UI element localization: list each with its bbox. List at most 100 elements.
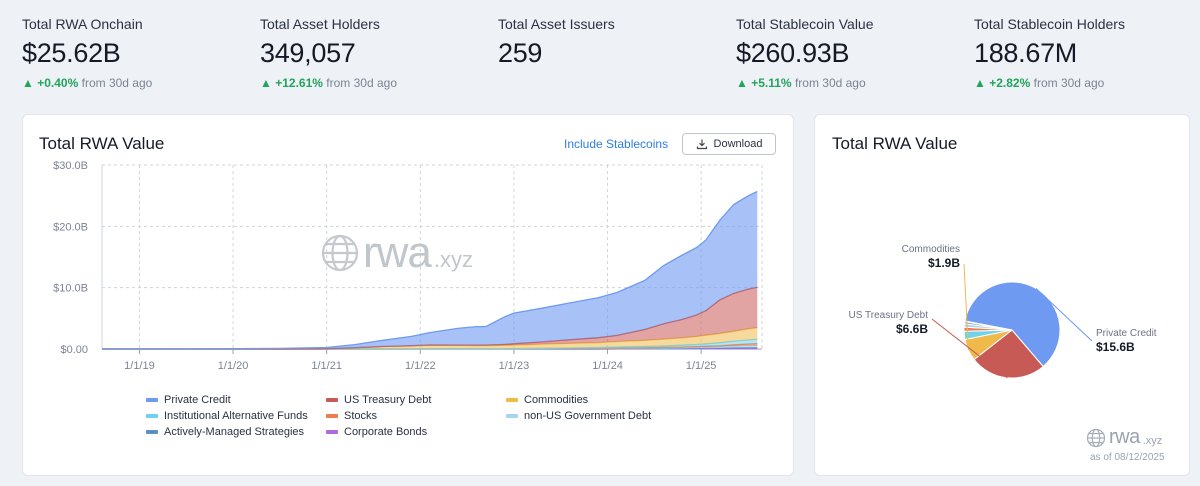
stat-value: 188.67M (974, 38, 1077, 68)
stat-change-percent: +2.82% (989, 76, 1031, 90)
legend-swatch (326, 414, 338, 418)
x-tick-label: 1/1/24 (592, 360, 623, 372)
legend-label: Institutional Alternative Funds (164, 410, 308, 422)
legend-swatch (146, 398, 158, 402)
download-icon (696, 139, 707, 150)
stat-value: $25.62B (22, 38, 121, 68)
legend-swatch (146, 414, 158, 418)
x-tick-label: 1/1/25 (686, 360, 717, 372)
y-tick-label: $0.00 (60, 344, 88, 356)
stat-change-suffix: from 30d ago (794, 76, 866, 90)
y-tick-label: $20.0B (53, 221, 88, 233)
rwa-brand-mark: rwa .xyz (1086, 426, 1162, 449)
stat-change-percent: +12.61% (275, 76, 323, 90)
watermark-text: rwa (363, 228, 432, 277)
stat-value: $260.93B (736, 38, 850, 68)
stat-change-percent: +0.40% (37, 76, 79, 90)
pie-slice-private-credit[interactable] (964, 281, 1061, 368)
up-arrow-icon: ▲ (22, 76, 38, 90)
stat-change: ▲ +12.61% from 30d ago (260, 76, 397, 90)
stat-change: ▲ +2.82% from 30d ago (974, 76, 1125, 90)
stat-value: 259 (498, 38, 543, 68)
pie-leader-line (1035, 288, 1093, 342)
stat-change-percent: +5.11% (751, 76, 792, 90)
pie-slice-corporate-bonds[interactable] (964, 320, 1013, 331)
legend-item-private-credit[interactable]: Private Credit (146, 394, 231, 406)
globe-icon (1086, 428, 1106, 447)
legend-label: Commodities (524, 394, 589, 406)
pie-label-value: $6.6B (895, 322, 928, 336)
stat-change-suffix: from 30d ago (326, 76, 397, 90)
pie-chart (931, 263, 1093, 379)
pie-label-value: $15.6B (1096, 340, 1135, 354)
pie-leader-line (931, 318, 1008, 379)
legend-label: US Treasury Debt (344, 394, 432, 406)
legend-label: Actively-Managed Strategies (164, 426, 305, 438)
x-tick-label: 1/1/22 (405, 360, 436, 372)
as-of-date: as of 08/12/2025 (1090, 452, 1165, 463)
legend-item-commodities[interactable]: Commodities (506, 394, 588, 406)
legend-swatch (326, 430, 338, 434)
x-tick-label: 1/1/19 (124, 360, 155, 372)
pie-label-value: $1.9B (927, 256, 960, 270)
pie-label-name: US Treasury Debt (848, 310, 928, 321)
stat-total-stablecoin-value: Total Stablecoin Value $260.93B ▲ +5.11%… (736, 16, 874, 90)
area-series-private-credit[interactable] (102, 191, 758, 350)
stat-value: 349,057 (260, 38, 356, 68)
area-series-commodities[interactable] (102, 327, 758, 349)
watermark-suffix: .xyz (433, 247, 474, 272)
legend-swatch (326, 398, 338, 402)
area-chart: $0.00 $10.0B $20.0B $30.0B 1/1/19 1/1/20 1/1/2… (53, 160, 763, 372)
stat-change: ▲ +0.40% from 30d ago (22, 76, 152, 90)
legend-label: Stocks (344, 410, 378, 422)
download-button[interactable]: Download (682, 133, 776, 155)
pie-leader-line (963, 263, 969, 351)
brand-text: rwa (1109, 426, 1140, 448)
y-tick-label: $30.0B (53, 160, 88, 172)
pie-label-name: Commodities (901, 244, 960, 255)
stat-label: Total Stablecoin Holders (974, 16, 1125, 32)
legend-label: Corporate Bonds (344, 426, 428, 438)
globe-icon (321, 234, 359, 272)
stat-label: Total RWA Onchain (22, 16, 143, 32)
legend-item-institutional-alternative-funds[interactable]: Institutional Alternative Funds (146, 410, 308, 422)
legend-item-us-treasury-debt[interactable]: US Treasury Debt (326, 394, 431, 406)
up-arrow-icon: ▲ (974, 76, 990, 90)
rwa-watermark: rwa .xyz (320, 228, 473, 278)
stat-change-suffix: from 30d ago (81, 76, 153, 90)
stats-row: Total RWA Onchain $25.62B ▲ +0.40% from … (22, 0, 1192, 110)
legend-swatch (506, 398, 518, 402)
download-label: Download (713, 138, 763, 150)
y-tick-label: $10.0B (53, 283, 88, 295)
legend-swatch (506, 414, 518, 418)
stat-change: ▲ +5.11% from 30d ago (736, 76, 874, 90)
legend-label: non-US Government Debt (524, 410, 652, 422)
stat-label: Total Asset Issuers (498, 16, 615, 32)
stat-total-asset-issuers: Total Asset Issuers 259 (498, 16, 615, 69)
stat-total-rwa-onchain: Total RWA Onchain $25.62B ▲ +0.40% from … (22, 16, 152, 90)
card-title: Total RWA Value (832, 134, 958, 153)
area-series-line (102, 190, 758, 350)
stat-total-stablecoin-holders: Total Stablecoin Holders 188.67M ▲ +2.82… (974, 16, 1125, 90)
legend-swatch (146, 430, 158, 434)
pie-label-private-credit: Private Credit $15.6B (1096, 328, 1186, 354)
legend-label: Private Credit (164, 394, 231, 406)
stat-change-suffix: from 30d ago (1033, 76, 1105, 90)
stat-total-asset-holders: Total Asset Holders 349,057 ▲ +12.61% fr… (260, 16, 397, 90)
card-title: Total RWA Value (39, 134, 165, 153)
x-tick-label: 1/1/23 (499, 360, 530, 372)
legend-item-non-us-government-debt[interactable]: non-US Government Debt (506, 410, 651, 422)
legend-item-stocks[interactable]: Stocks (326, 410, 377, 422)
include-stablecoins-toggle[interactable]: Include Stablecoins (564, 137, 669, 151)
stat-label: Total Stablecoin Value (736, 16, 874, 32)
up-arrow-icon: ▲ (736, 76, 752, 90)
pie-label-commodities: Commodities $1.9B (866, 244, 960, 270)
pie-label-name: Private Credit (1096, 328, 1157, 339)
x-tick-label: 1/1/21 (311, 360, 342, 372)
stat-label: Total Asset Holders (260, 16, 380, 32)
x-tick-label: 1/1/20 (218, 360, 249, 372)
brand-suffix: .xyz (1142, 434, 1163, 447)
legend-item-actively-managed-strategies[interactable]: Actively-Managed Strategies (146, 426, 304, 438)
pie-label-us-treasury-debt: US Treasury Debt $6.6B (826, 310, 928, 336)
legend-item-corporate-bonds[interactable]: Corporate Bonds (326, 426, 427, 438)
